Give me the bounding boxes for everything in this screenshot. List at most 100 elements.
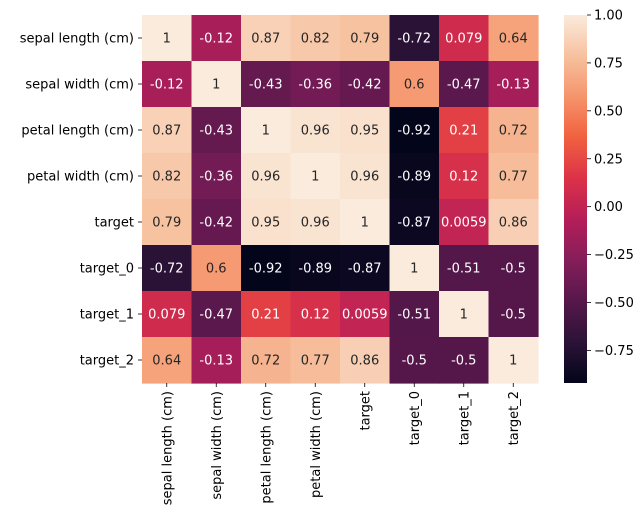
- cell-value-label: -0.72: [150, 262, 184, 277]
- cell-value-label: 0.96: [350, 170, 379, 185]
- colorbar-tick-label: 0.25: [594, 152, 623, 167]
- heatmap-cell: [290, 245, 341, 292]
- cell-value-label: 0.77: [499, 170, 528, 185]
- cell-value-label: 0.6: [206, 262, 227, 277]
- heatmap-cell: [191, 199, 242, 246]
- heatmap-cell: [191, 245, 242, 292]
- cell-value-label: -0.89: [397, 170, 431, 185]
- cell-value-label: -0.87: [348, 262, 382, 277]
- colorbar-tick-label: 0.00: [594, 200, 623, 215]
- y-tick-label: target_2: [80, 354, 134, 369]
- heatmap-cell: [142, 337, 193, 384]
- cell-value-label: 0.82: [301, 32, 330, 47]
- cell-value-label: 0.6: [404, 78, 425, 93]
- heatmap-cell: [191, 291, 242, 338]
- cell-value-label: 1: [361, 216, 369, 231]
- cell-value-label: 0.82: [152, 170, 181, 185]
- cell-value-label: 1: [163, 32, 171, 47]
- heatmap-cell: [389, 153, 440, 200]
- heatmap-cell: [488, 107, 539, 154]
- heatmap-cell: [290, 107, 341, 154]
- cell-value-label: -0.12: [150, 78, 184, 93]
- heatmap-cells: 1 -0.12 0.87 0.82 0.79 -0.72 0.079 0.64 -0.12 1 -0…: [142, 15, 539, 384]
- heatmap-cell: [439, 153, 490, 200]
- heatmap-cell: [389, 199, 440, 246]
- heatmap-cell: [340, 15, 391, 62]
- cell-value-label: -0.47: [447, 78, 481, 93]
- heatmap-cell: [340, 337, 391, 384]
- cell-value-label: 0.87: [152, 124, 181, 139]
- cell-value-label: 0.72: [499, 124, 528, 139]
- heatmap-cell: [439, 15, 490, 62]
- x-tick-label: sepal length (cm): [160, 391, 175, 505]
- heatmap-cell: [241, 61, 292, 108]
- cell-value-label: -0.89: [298, 262, 332, 277]
- x-tick-label: target_2: [507, 391, 522, 445]
- heatmap-cell: [439, 107, 490, 154]
- cell-value-label: -0.92: [249, 262, 283, 277]
- y-tick-label: sepal length (cm): [20, 32, 134, 47]
- heatmap-cell: [241, 291, 292, 338]
- heatmap-cell: [142, 199, 193, 246]
- y-tick-label: target: [94, 216, 134, 231]
- cell-value-label: -0.13: [496, 78, 530, 93]
- cell-value-label: 0.21: [251, 308, 280, 323]
- heatmap-cell: [389, 337, 440, 384]
- heatmap-cell: [241, 199, 292, 246]
- cell-value-label: 0.79: [152, 216, 181, 231]
- cell-value-label: 1: [212, 78, 220, 93]
- heatmap-cell: [488, 291, 539, 338]
- heatmap-cell: [142, 107, 193, 154]
- cell-value-label: -0.42: [199, 216, 233, 231]
- cell-value-label: -0.43: [199, 124, 233, 139]
- cell-value-label: 0.12: [301, 308, 330, 323]
- cell-value-label: 0.95: [350, 124, 379, 139]
- heatmap-cell: [439, 61, 490, 108]
- cell-value-label: 0.64: [152, 354, 181, 369]
- heatmap-cell: [142, 291, 193, 338]
- heatmap-cell: [191, 61, 242, 108]
- heatmap-cell: [389, 15, 440, 62]
- cell-value-label: -0.43: [249, 78, 283, 93]
- cell-value-label: 0.64: [499, 32, 528, 47]
- cell-value-label: -0.92: [397, 124, 431, 139]
- heatmap-cell: [439, 337, 490, 384]
- cell-value-label: 1: [509, 354, 517, 369]
- heatmap-cell: [191, 107, 242, 154]
- heatmap-cell: [389, 291, 440, 338]
- colorbar-tick-label: −0.75: [594, 344, 634, 359]
- heatmap-cell: [290, 291, 341, 338]
- colorbar-tick-label: 0.75: [594, 56, 623, 71]
- x-tick-label: petal length (cm): [259, 391, 274, 504]
- cell-value-label: 0.079: [148, 308, 185, 323]
- cell-value-label: 0.96: [301, 124, 330, 139]
- colorbar: 1.00 0.75 0.50 0.25 0.00 −0.25 −0.50 −0.75: [564, 9, 634, 383]
- y-tick-label: target_1: [80, 308, 134, 323]
- x-tick-label: petal width (cm): [309, 391, 324, 498]
- colorbar-tick-label: −0.25: [594, 248, 634, 263]
- heatmap-cell: [241, 153, 292, 200]
- heatmap-cell: [142, 61, 193, 108]
- cell-value-label: -0.5: [451, 354, 476, 369]
- cell-value-label: 0.79: [350, 32, 379, 47]
- y-tick-label: target_0: [80, 262, 134, 277]
- heatmap-cell: [340, 61, 391, 108]
- x-tick-label: target_1: [457, 391, 472, 445]
- y-tick-label: petal width (cm): [27, 170, 134, 185]
- heatmap-cell: [340, 153, 391, 200]
- heatmap-cell: [340, 107, 391, 154]
- heatmap-cell: [439, 291, 490, 338]
- heatmap-cell: [439, 199, 490, 246]
- cell-value-label: -0.5: [501, 308, 526, 323]
- heatmap-cell: [389, 61, 440, 108]
- cell-value-label: 1: [410, 262, 418, 277]
- heatmap-cell: [488, 199, 539, 246]
- cell-value-label: -0.72: [397, 32, 431, 47]
- cell-value-label: 1: [311, 170, 319, 185]
- cell-value-label: 0.86: [350, 354, 379, 369]
- cell-value-label: -0.47: [199, 308, 233, 323]
- cell-value-label: -0.12: [199, 32, 233, 47]
- cell-value-label: -0.13: [199, 354, 233, 369]
- heatmap-cell: [340, 245, 391, 292]
- heatmap-cell: [142, 245, 193, 292]
